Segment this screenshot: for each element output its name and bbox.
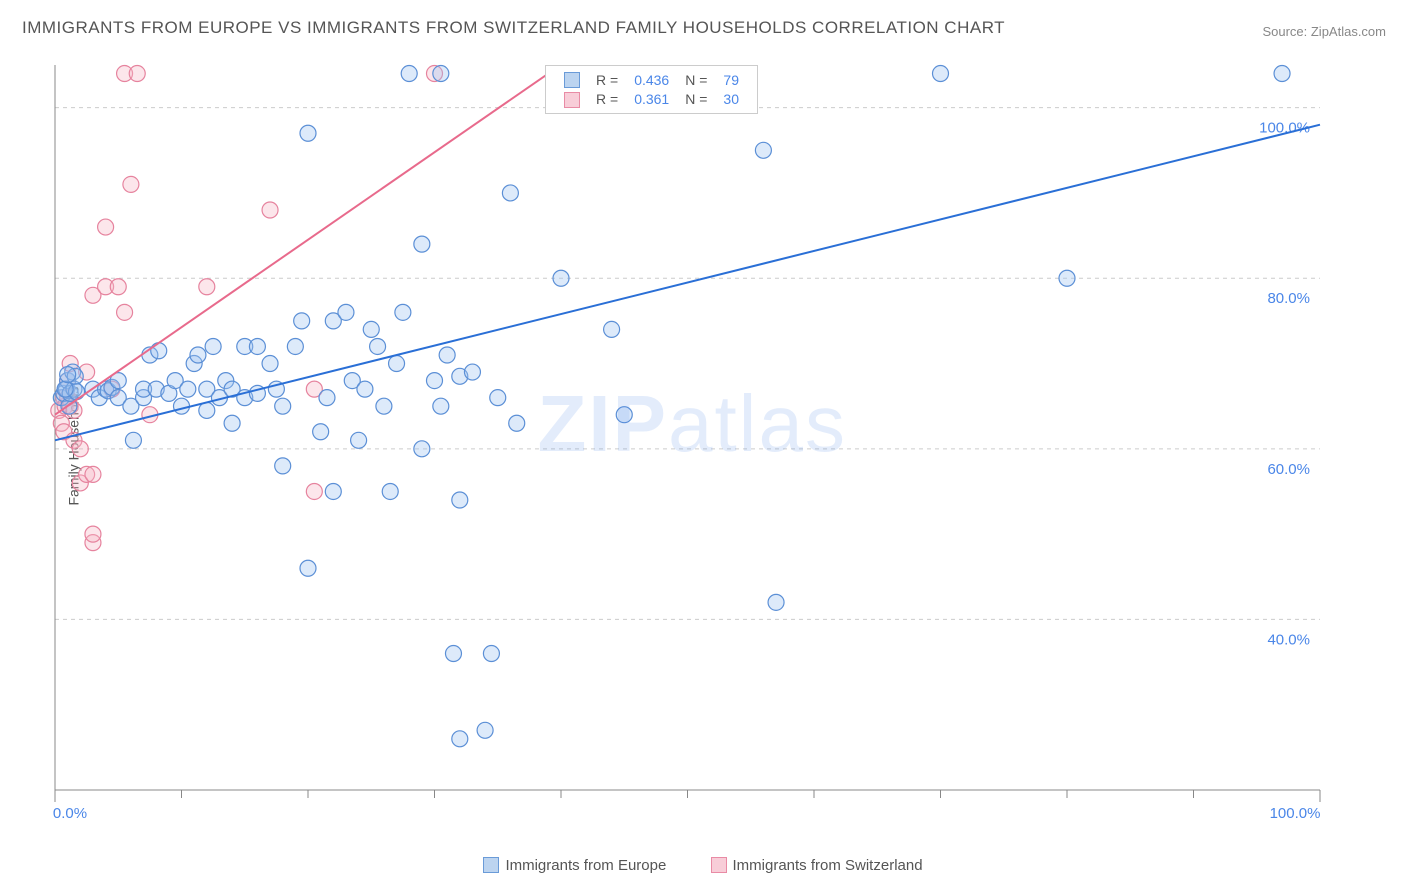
source-label: Source: ZipAtlas.com — [1262, 24, 1386, 39]
chart-area: 40.0%60.0%80.0%100.0%0.0%100.0% R =0.436… — [45, 60, 1380, 820]
legend-swatch-europe — [483, 857, 499, 873]
svg-text:0.0%: 0.0% — [53, 805, 87, 820]
legend-item-europe: Immigrants from Europe — [483, 857, 670, 874]
source-name: ZipAtlas.com — [1311, 24, 1386, 39]
legend-top: R =0.436N =79R =0.361N =30 — [545, 65, 758, 114]
legend-label-europe: Immigrants from Europe — [505, 857, 666, 874]
bottom-legend: Immigrants from Europe Immigrants from S… — [0, 857, 1406, 874]
svg-text:80.0%: 80.0% — [1267, 290, 1310, 307]
legend-label-switzerland: Immigrants from Switzerland — [733, 857, 923, 874]
svg-text:40.0%: 40.0% — [1267, 631, 1310, 648]
legend-item-switzerland: Immigrants from Switzerland — [711, 857, 923, 874]
source-prefix: Source: — [1262, 24, 1310, 39]
chart-title: IMMIGRANTS FROM EUROPE VS IMMIGRANTS FRO… — [22, 18, 1005, 38]
svg-text:60.0%: 60.0% — [1267, 461, 1310, 478]
svg-text:100.0%: 100.0% — [1270, 805, 1321, 820]
chart-svg: 40.0%60.0%80.0%100.0%0.0%100.0% — [45, 60, 1380, 820]
legend-swatch-switzerland — [711, 857, 727, 873]
